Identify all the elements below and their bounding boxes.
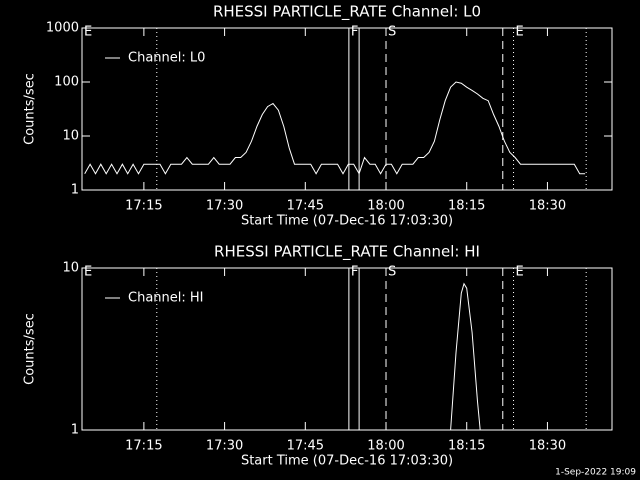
y-tick-label: 10 [62,129,79,144]
x-tick-label: 17:30 [206,439,243,454]
chart-title: RHESSI PARTICLE_RATE Channel: L0 [213,3,481,22]
legend-label: Channel: HI [128,291,204,306]
chart-title: RHESSI PARTICLE_RATE Channel: HI [214,243,480,262]
x-axis-label: Start Time (07-Dec-16 17:03:30) [241,214,453,229]
y-axis-label: Counts/sec [23,73,38,145]
x-tick-label: 17:30 [206,199,243,214]
marker-label: E [516,265,524,280]
y-axis-label: Counts/sec [23,313,38,385]
marker-label: E [516,25,524,40]
data-line [84,81,586,175]
x-tick-label: 17:15 [125,439,162,454]
y-tick-label: 1000 [46,21,79,36]
x-tick-label: 17:45 [287,199,324,214]
marker-label: S [388,265,396,280]
y-tick-label: 10 [62,261,79,276]
x-tick-label: 18:30 [529,199,566,214]
marker-label: E [84,265,92,280]
y-tick-label: 100 [54,75,79,90]
x-tick-label: 18:00 [367,199,404,214]
marker-label: S [388,25,396,40]
footer-timestamp: 1-Sep-2022 19:09 [555,468,636,478]
marker-label: F [351,265,358,280]
x-tick-label: 17:45 [287,439,324,454]
x-tick-label: 18:00 [367,439,404,454]
legend-label: Channel: L0 [128,51,205,66]
y-tick-label: 1 [71,423,79,438]
data-line [450,282,481,430]
x-tick-label: 18:15 [448,439,485,454]
marker-label: E [84,25,92,40]
x-tick-label: 17:15 [125,199,162,214]
x-axis-label: Start Time (07-Dec-16 17:03:30) [241,454,453,469]
x-tick-label: 18:30 [529,439,566,454]
x-tick-label: 18:15 [448,199,485,214]
y-tick-label: 1 [71,183,79,198]
marker-label: F [351,25,358,40]
